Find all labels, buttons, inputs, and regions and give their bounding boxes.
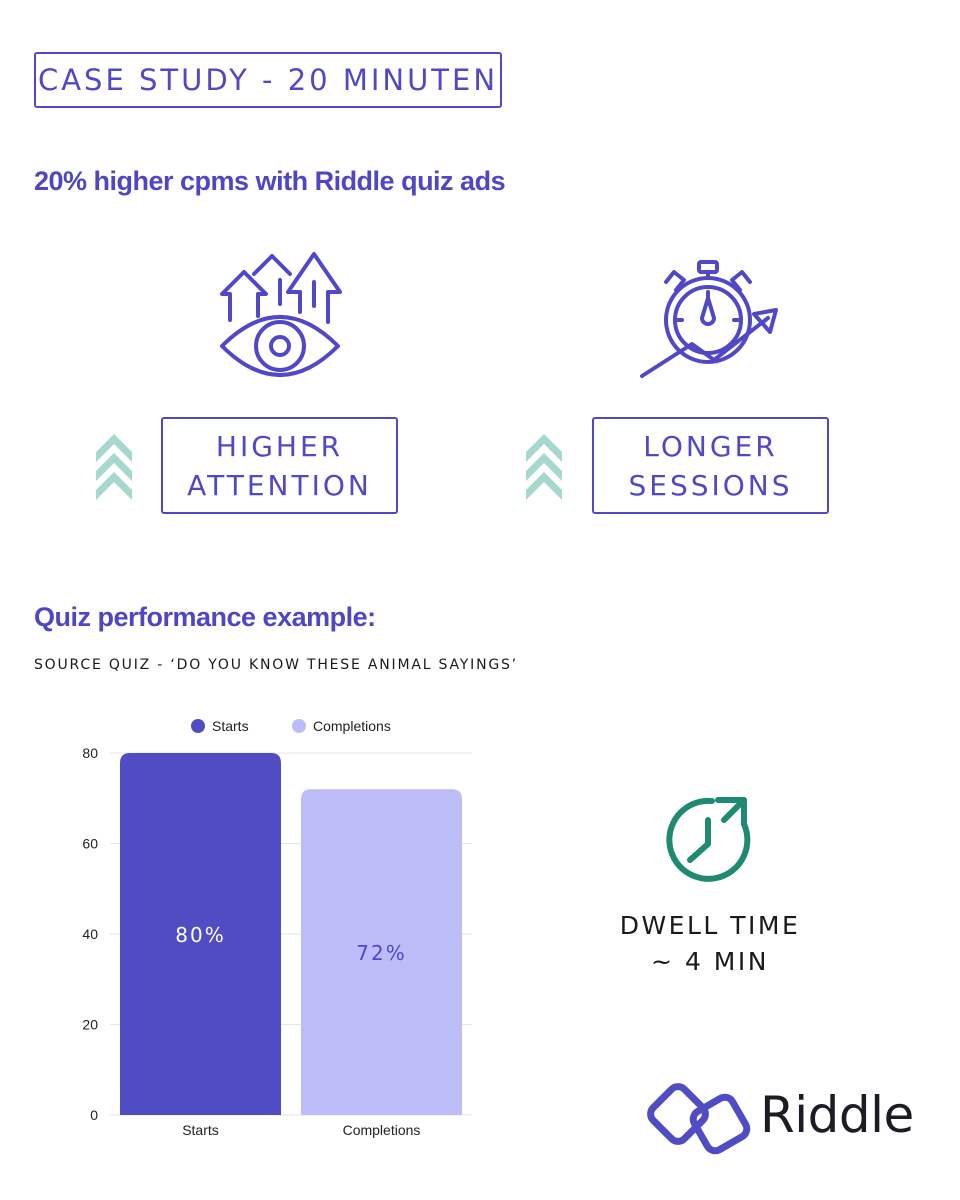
legend-marker: [191, 719, 205, 733]
y-tick-label: 40: [82, 926, 98, 942]
y-tick-label: 0: [90, 1107, 98, 1123]
eye-arrows-icon: [220, 252, 342, 377]
case-study-tag: CASE STUDY - 20 MINUTEN: [34, 52, 502, 108]
dwell-line: DWELL TIME: [619, 911, 801, 940]
headline: 20% higher cpms with Riddle quiz ads: [34, 166, 506, 196]
legend-label: Starts: [212, 718, 249, 734]
clock-refresh-icon: [666, 797, 751, 882]
feature-line: ATTENTION: [187, 468, 372, 502]
bar-chart: 0 20 40 60 80 Starts Completions 80% Starts 72% Co…: [82, 718, 472, 1138]
source-caption: SOURCE QUIZ - ‘DO YOU KNOW THESE ANIMAL …: [34, 657, 518, 673]
legend-marker: [292, 719, 306, 733]
chevron-up-icon: [96, 434, 132, 500]
feature-longer-sessions: LONGER SESSIONS: [592, 417, 829, 514]
y-tick-label: 60: [82, 836, 98, 852]
dwell-line: ~ 4 MIN: [651, 947, 769, 976]
stopwatch-growth-icon: [640, 260, 778, 378]
data-label: 72%: [356, 941, 406, 965]
x-tick-label: Starts: [182, 1122, 219, 1138]
dwell-time: DWELL TIME ~ 4 MIN: [590, 908, 830, 980]
riddle-logo-icon: [647, 1083, 751, 1155]
bar: [120, 753, 281, 1115]
feature-higher-attention: HIGHER ATTENTION: [161, 417, 398, 514]
data-label: 80%: [175, 923, 225, 947]
section-title: Quiz performance example:: [34, 602, 376, 632]
brand-name: Riddle: [760, 1086, 914, 1144]
y-tick-label: 80: [82, 745, 98, 761]
bar: [301, 789, 462, 1115]
x-tick-label: Completions: [343, 1122, 421, 1138]
legend-label: Completions: [313, 718, 391, 734]
y-tick-label: 20: [82, 1017, 98, 1033]
chevron-up-icon: [526, 434, 562, 500]
feature-line: SESSIONS: [628, 468, 793, 502]
feature-line: HIGHER: [215, 429, 344, 463]
feature-line: LONGER: [643, 429, 778, 463]
